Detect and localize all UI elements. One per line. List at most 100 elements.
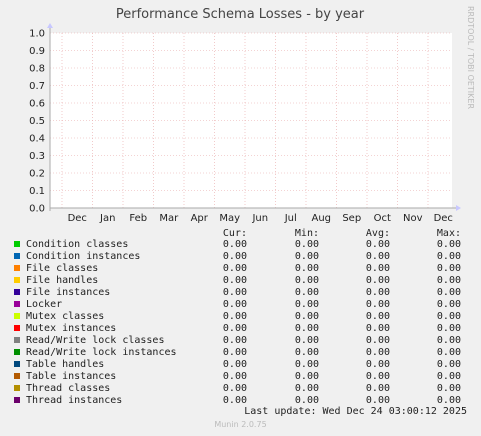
y-tick-label: 0.5: [29, 116, 45, 127]
legend-value-avg: 0.00: [365, 299, 390, 310]
legend-swatch: [14, 361, 20, 367]
legend-row: Table instances 0.00 0.00 0.00 0.00: [0, 371, 481, 383]
legend-value-cur: 0.00: [222, 251, 247, 262]
legend-swatch: [14, 313, 20, 319]
y-axis-ticks: 0.0 0.1 0.2 0.3 0.4 0.5 0.6 0.7 0.8 0.9 1.0: [29, 29, 45, 215]
legend-header-avg: Avg:: [365, 228, 390, 239]
legend-value-min: 0.00: [294, 347, 319, 358]
legend-value-avg: 0.00: [365, 275, 390, 286]
legend-value-avg: 0.00: [365, 359, 390, 370]
legend-value-min: 0.00: [294, 383, 319, 394]
legend-value-avg: 0.00: [365, 347, 390, 358]
legend-swatch: [14, 337, 20, 343]
legend-value-cur: 0.00: [222, 239, 247, 250]
legend-value-max: 0.00: [436, 395, 461, 406]
legend-value-cur: 0.00: [222, 335, 247, 346]
y-axis-arrow: [47, 23, 53, 28]
legend-swatch: [14, 289, 20, 295]
x-tick-label: Apr: [191, 213, 209, 224]
legend-value-min: 0.00: [294, 287, 319, 298]
y-tick-label: 1.0: [29, 29, 45, 40]
x-tick-label: Dec: [434, 213, 453, 224]
legend-header-cur: Cur:: [222, 228, 247, 239]
legend-value-cur: 0.00: [222, 263, 247, 274]
legend-value-max: 0.00: [436, 251, 461, 262]
legend-value-cur: 0.00: [222, 323, 247, 334]
legend-value-max: 0.00: [436, 311, 461, 322]
legend-value-min: 0.00: [294, 311, 319, 322]
legend-row: Read/Write lock instances 0.00 0.00 0.00 0.0…: [0, 347, 481, 359]
legend-value-max: 0.00: [436, 359, 461, 370]
legend-header-max: Max:: [436, 228, 461, 239]
legend-value-cur: 0.00: [222, 359, 247, 370]
y-tick-label: 0.9: [29, 46, 45, 57]
legend-value-avg: 0.00: [365, 251, 390, 262]
legend-row: File classes 0.00 0.00 0.00 0.00: [0, 263, 481, 275]
legend-value-avg: 0.00: [365, 383, 390, 394]
legend-swatch: [14, 325, 20, 331]
legend-value-min: 0.00: [294, 371, 319, 382]
legend-value-avg: 0.00: [365, 323, 390, 334]
legend-row: File instances 0.00 0.00 0.00 0.00: [0, 287, 481, 299]
legend-row: Locker 0.00 0.00 0.00 0.00: [0, 299, 481, 311]
y-tick-label: 0.3: [29, 151, 45, 162]
legend-value-max: 0.00: [436, 287, 461, 298]
legend-value-cur: 0.00: [222, 299, 247, 310]
legend-value-cur: 0.00: [222, 311, 247, 322]
legend-value-min: 0.00: [294, 359, 319, 370]
x-tick-label: Mar: [159, 213, 179, 224]
rrdtool-credit: RRDTOOL / TOBI OETIKER: [466, 6, 475, 109]
legend-series-name: Read/Write lock classes: [26, 335, 165, 346]
x-tick-label: Jan: [99, 213, 115, 224]
legend-swatch: [14, 301, 20, 307]
legend-value-max: 0.00: [436, 347, 461, 358]
y-tick-label: 0.0: [29, 204, 45, 215]
legend-series-name: Read/Write lock instances: [26, 347, 177, 358]
legend-value-avg: 0.00: [365, 395, 390, 406]
legend-row: File handles 0.00 0.00 0.00 0.00: [0, 275, 481, 287]
legend-swatch: [14, 397, 20, 403]
legend-swatch: [14, 277, 20, 283]
legend-value-avg: 0.00: [365, 371, 390, 382]
legend-row: Mutex classes 0.00 0.00 0.00 0.00: [0, 311, 481, 323]
last-update: Last update: Wed Dec 24 03:00:12 2025: [244, 406, 467, 417]
legend-value-min: 0.00: [294, 335, 319, 346]
legend-row: Thread classes 0.00 0.00 0.00 0.00: [0, 383, 481, 395]
legend-value-cur: 0.00: [222, 371, 247, 382]
legend-row: Read/Write lock classes 0.00 0.00 0.00 0.00: [0, 335, 481, 347]
x-tick-label: May: [219, 213, 240, 224]
legend-series-name: File handles: [26, 275, 99, 286]
x-axis-ticks: Dec Jan Feb Mar Apr May Jun Jul Aug Sep Oct Nov Dec: [68, 213, 453, 224]
legend-swatch: [14, 349, 20, 355]
legend-swatch: [14, 385, 20, 391]
y-tick-label: 0.7: [29, 81, 45, 92]
legend-value-max: 0.00: [436, 383, 461, 394]
legend-swatch: [14, 265, 20, 271]
legend-swatch: [14, 241, 20, 247]
legend-value-cur: 0.00: [222, 275, 247, 286]
legend-value-max: 0.00: [436, 275, 461, 286]
legend-value-max: 0.00: [436, 335, 461, 346]
x-tick-label: Dec: [68, 213, 87, 224]
legend-value-cur: 0.00: [222, 287, 247, 298]
x-tick-label: Oct: [374, 213, 391, 224]
legend-series-name: File classes: [26, 263, 99, 274]
y-tick-label: 0.1: [29, 186, 45, 197]
legend-row: Mutex instances 0.00 0.00 0.00 0.00: [0, 323, 481, 335]
legend-value-avg: 0.00: [365, 287, 390, 298]
legend-value-cur: 0.00: [222, 383, 247, 394]
y-tick-label: 0.8: [29, 64, 45, 75]
legend-row: Thread instances 0.00 0.00 0.00 0.00: [0, 395, 481, 407]
legend-value-min: 0.00: [294, 251, 319, 262]
legend-value-max: 0.00: [436, 299, 461, 310]
x-tick-label: Jul: [284, 213, 297, 224]
legend-header-min: Min:: [294, 228, 319, 239]
x-axis-arrow: [456, 205, 461, 211]
x-tick-label: Nov: [403, 213, 423, 224]
legend-series-name: Locker: [26, 299, 63, 310]
x-tick-label: Jun: [251, 213, 268, 224]
legend-value-avg: 0.00: [365, 335, 390, 346]
legend-value-max: 0.00: [436, 239, 461, 250]
legend-value-min: 0.00: [294, 239, 319, 250]
legend-value-min: 0.00: [294, 395, 319, 406]
